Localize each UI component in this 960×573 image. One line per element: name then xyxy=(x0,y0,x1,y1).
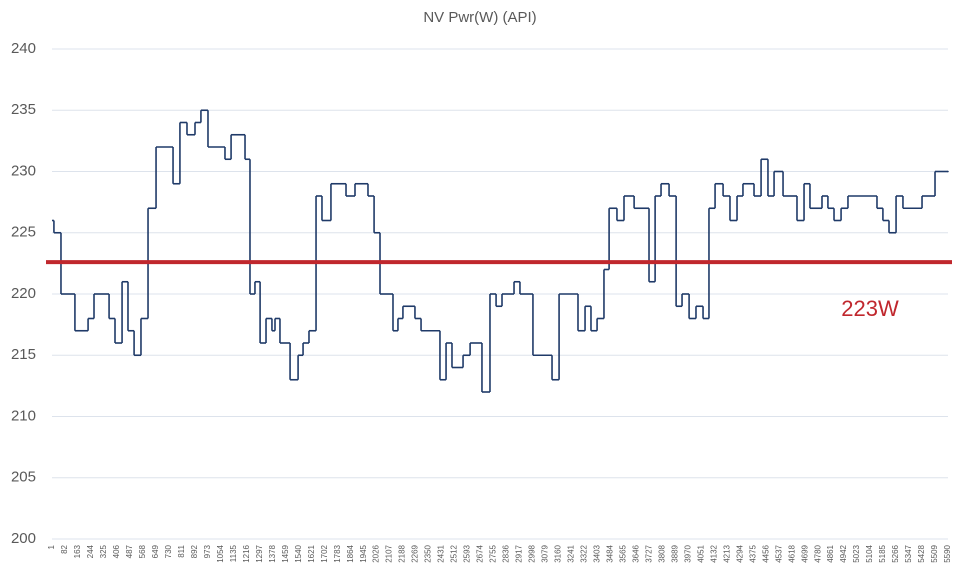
x-tick-label: 4780 xyxy=(813,544,822,562)
x-tick-label: 1054 xyxy=(216,544,225,562)
x-tick-label: 649 xyxy=(151,544,160,558)
x-tick-label: 3160 xyxy=(554,544,563,562)
x-tick-label: 4375 xyxy=(748,544,757,562)
x-tick-label: 4456 xyxy=(761,544,770,562)
x-tick-label: 2431 xyxy=(437,544,446,562)
x-tick-label: 2836 xyxy=(502,544,511,562)
x-tick-label: 5185 xyxy=(878,544,887,562)
y-tick-label: 200 xyxy=(11,530,36,547)
x-tick-label: 3727 xyxy=(644,544,653,562)
x-tick-label: 5023 xyxy=(852,544,861,562)
x-tick-label: 4051 xyxy=(696,544,705,562)
x-tick-label: 4132 xyxy=(709,544,718,562)
x-tick-label: 892 xyxy=(190,544,199,558)
x-tick-label: 2512 xyxy=(450,544,459,562)
x-tick-label: 5590 xyxy=(943,544,952,562)
x-tick-label: 1216 xyxy=(242,544,251,562)
x-tick-label: 2350 xyxy=(424,544,433,562)
x-tick-label: 973 xyxy=(203,544,212,558)
y-tick-label: 240 xyxy=(11,40,36,57)
y-tick-label: 220 xyxy=(11,285,36,302)
x-tick-label: 5104 xyxy=(865,544,874,562)
x-tick-label: 811 xyxy=(177,544,186,557)
x-tick-label: 1945 xyxy=(359,544,368,562)
x-tick-label: 82 xyxy=(60,544,69,553)
line-end xyxy=(947,170,949,173)
x-tick-label: 325 xyxy=(99,544,108,558)
x-tick-label: 3484 xyxy=(605,544,614,562)
x-tick-label: 487 xyxy=(125,544,134,558)
x-tick-label: 3889 xyxy=(670,544,679,562)
x-tick-label: 4213 xyxy=(722,544,731,562)
x-tick-label: 1702 xyxy=(320,544,329,562)
x-tick-label: 2107 xyxy=(385,544,394,562)
x-tick-label: 3565 xyxy=(618,544,627,562)
x-tick-label: 2674 xyxy=(476,544,485,562)
x-tick-label: 3079 xyxy=(541,544,550,562)
y-tick-label: 215 xyxy=(11,346,36,363)
x-tick-label: 1459 xyxy=(281,544,290,562)
x-tick-label: 4294 xyxy=(735,544,744,562)
x-tick-label: 4942 xyxy=(839,544,848,562)
y-tick-label: 205 xyxy=(11,469,36,486)
x-tick-label: 244 xyxy=(86,544,95,558)
x-tick-label: 3241 xyxy=(567,544,576,562)
x-tick-label: 1378 xyxy=(268,544,277,562)
x-tick-label: 5347 xyxy=(904,544,913,562)
x-tick-label: 2269 xyxy=(411,544,420,562)
x-tick-label: 5509 xyxy=(930,544,939,562)
x-tick-label: 1621 xyxy=(307,544,316,562)
y-tick-label: 235 xyxy=(11,101,36,118)
x-tick-label: 568 xyxy=(138,544,147,558)
x-tick-label: 3970 xyxy=(683,544,692,562)
x-tick-label: 3646 xyxy=(631,544,640,562)
x-tick-label: 2593 xyxy=(463,544,472,562)
x-tick-label: 1135 xyxy=(229,544,238,562)
x-tick-label: 2755 xyxy=(489,544,498,562)
x-tick-label: 1297 xyxy=(255,544,264,562)
x-tick-label: 2188 xyxy=(398,544,407,562)
x-tick-label: 2917 xyxy=(515,544,524,562)
x-tick-label: 1 xyxy=(47,544,56,549)
x-tick-label: 1540 xyxy=(294,544,303,562)
x-tick-label: 3322 xyxy=(580,544,589,562)
x-tick-label: 163 xyxy=(73,544,82,558)
x-tick-label: 2026 xyxy=(372,544,381,562)
x-tick-label: 4861 xyxy=(826,544,835,562)
x-tick-label: 3403 xyxy=(593,544,602,562)
x-tick-label: 2998 xyxy=(528,544,537,562)
y-tick-label: 230 xyxy=(11,162,36,179)
x-tick-label: 1783 xyxy=(333,544,342,562)
x-tick-label: 406 xyxy=(112,544,121,558)
reference-label: 223W xyxy=(841,296,899,321)
chart-title: NV Pwr(W) (API) xyxy=(423,9,536,26)
x-tick-label: 5266 xyxy=(891,544,900,562)
x-tick-label: 1864 xyxy=(346,544,355,562)
x-tick-label: 4699 xyxy=(800,544,809,562)
x-tick-label: 3808 xyxy=(657,544,666,562)
x-tick-label: 730 xyxy=(164,544,173,558)
x-tick-label: 5428 xyxy=(917,544,926,562)
x-tick-label: 4618 xyxy=(787,544,796,562)
x-tick-label: 4537 xyxy=(774,544,783,562)
y-tick-label: 225 xyxy=(11,224,36,241)
y-tick-label: 210 xyxy=(11,407,36,424)
